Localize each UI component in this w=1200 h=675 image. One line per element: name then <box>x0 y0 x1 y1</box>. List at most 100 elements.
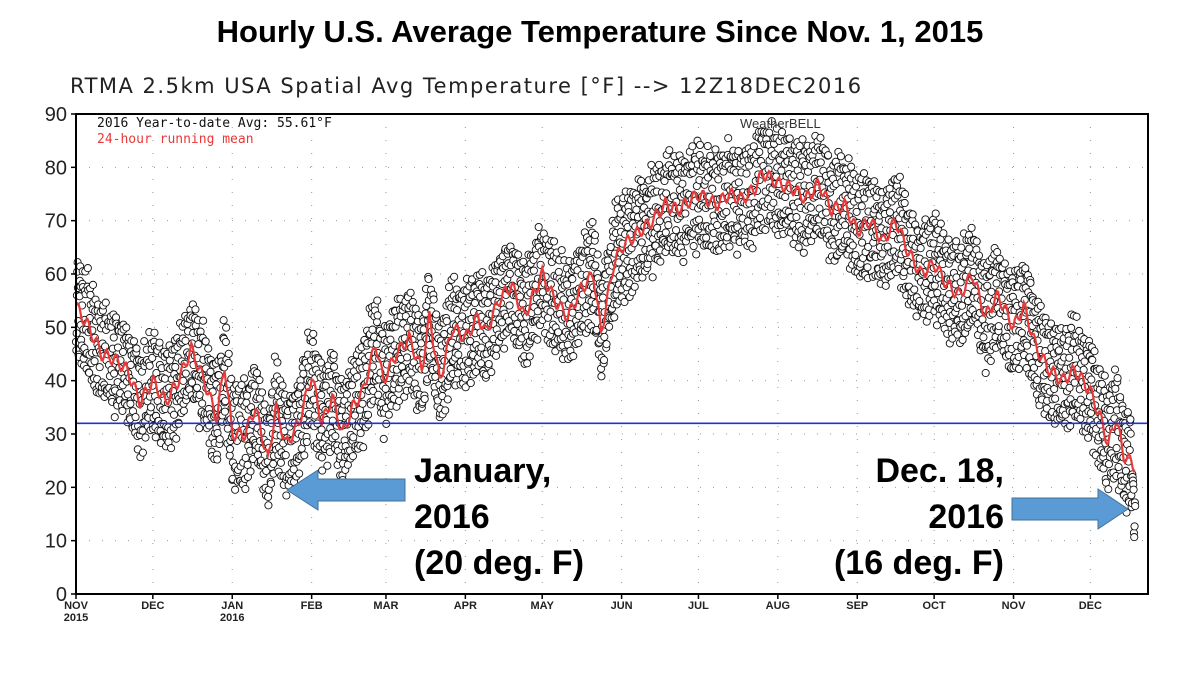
hourly-point <box>308 337 317 346</box>
hourly-point <box>958 335 967 344</box>
x-tick-label: MAR <box>373 600 398 612</box>
hourly-point <box>794 243 803 252</box>
hourly-point <box>321 381 330 390</box>
hourly-point <box>610 313 619 322</box>
hourly-point <box>748 244 757 253</box>
hourly-point <box>533 307 542 316</box>
hourly-point <box>851 250 860 260</box>
hourly-point <box>198 399 207 408</box>
hourly-point <box>533 335 542 344</box>
hourly-point <box>88 280 98 289</box>
hourly-point <box>1104 460 1113 469</box>
hourly-point <box>195 424 204 433</box>
hourly-point <box>664 221 673 230</box>
y-tick-label: 10 <box>45 531 67 553</box>
hourly-point <box>574 338 583 348</box>
hourly-point <box>299 369 308 378</box>
hourly-point <box>1036 301 1045 310</box>
hourly-point <box>505 301 514 310</box>
hourly-point <box>593 250 602 259</box>
hourly-point <box>221 397 230 406</box>
hourly-point <box>224 358 233 368</box>
hourly-point <box>201 337 210 346</box>
hourly-point <box>395 396 404 405</box>
hourly-point <box>568 275 577 284</box>
hourly-point <box>798 135 807 144</box>
hourly-point <box>755 213 764 223</box>
hourly-point <box>225 444 235 453</box>
hourly-point <box>227 374 236 383</box>
hourly-point <box>806 203 815 212</box>
hourly-point <box>605 322 614 331</box>
hourly-point <box>420 394 429 403</box>
hourly-point <box>960 259 969 268</box>
hourly-point <box>85 368 94 377</box>
watermark: WeatherBELL <box>740 116 821 131</box>
hourly-point <box>353 372 362 381</box>
hourly-point <box>219 316 228 325</box>
hourly-point <box>458 312 467 321</box>
hourly-point <box>364 420 373 429</box>
hourly-point <box>987 287 996 296</box>
hourly-point <box>546 307 555 316</box>
hourly-point <box>767 117 776 126</box>
hourly-point <box>122 323 131 332</box>
hourly-point <box>1070 378 1079 387</box>
hourly-point <box>785 134 794 143</box>
hourly-point <box>836 152 845 161</box>
hourly-point <box>899 268 909 277</box>
hourly-point <box>1130 533 1139 542</box>
hourly-point <box>1002 332 1011 341</box>
hourly-point <box>777 166 786 175</box>
hourly-point <box>981 368 990 378</box>
hourly-point <box>703 141 712 151</box>
hourly-point <box>734 178 743 187</box>
chart-subtitle: RTMA 2.5km USA Spatial Avg Temperature [… <box>70 74 863 98</box>
hourly-point <box>661 228 670 237</box>
hourly-point <box>1065 353 1074 362</box>
hourly-point <box>656 257 665 266</box>
hourly-point <box>1102 478 1111 487</box>
hourly-point <box>895 172 904 181</box>
y-tick-label: 70 <box>45 211 67 233</box>
hourly-point <box>126 399 135 408</box>
x-tick-label: FEB <box>301 600 323 612</box>
hourly-point <box>916 244 925 253</box>
hourly-point <box>171 362 180 372</box>
hourly-point <box>881 281 890 290</box>
hourly-point <box>994 322 1003 331</box>
legend-ytd-average: 2016 Year-to-date Avg: 55.61°F <box>97 116 332 131</box>
hourly-point <box>302 437 311 447</box>
hourly-point <box>1110 365 1120 374</box>
hourly-point <box>199 316 208 325</box>
hourly-point <box>483 298 492 307</box>
hourly-point <box>795 142 804 151</box>
hourly-point <box>453 369 463 378</box>
hourly-point <box>204 344 213 353</box>
y-tick-label: 50 <box>45 317 67 339</box>
hourly-point <box>191 305 200 314</box>
x-tick-sublabel: 2015 <box>64 612 88 624</box>
hourly-point <box>246 467 255 476</box>
hourly-point <box>225 451 234 460</box>
hourly-point <box>653 223 662 232</box>
hourly-point <box>492 344 501 353</box>
hourly-point <box>858 238 867 247</box>
hourly-point <box>466 336 475 346</box>
hourly-point <box>223 424 232 433</box>
arrow-right <box>1011 488 1129 530</box>
hourly-point <box>953 330 962 339</box>
hourly-point <box>662 189 671 198</box>
hourly-point <box>500 344 509 353</box>
x-tick-label: AUG <box>766 600 790 612</box>
hourly-point <box>461 383 470 392</box>
hourly-point <box>618 265 627 274</box>
hourly-point <box>519 257 528 266</box>
hourly-point <box>169 410 179 419</box>
hourly-point <box>885 208 894 217</box>
hourly-point <box>1029 363 1039 372</box>
hourly-point <box>1090 347 1099 356</box>
hourly-point <box>864 242 873 251</box>
x-tick-label: NOV <box>1002 600 1027 612</box>
hourly-point <box>648 273 657 282</box>
